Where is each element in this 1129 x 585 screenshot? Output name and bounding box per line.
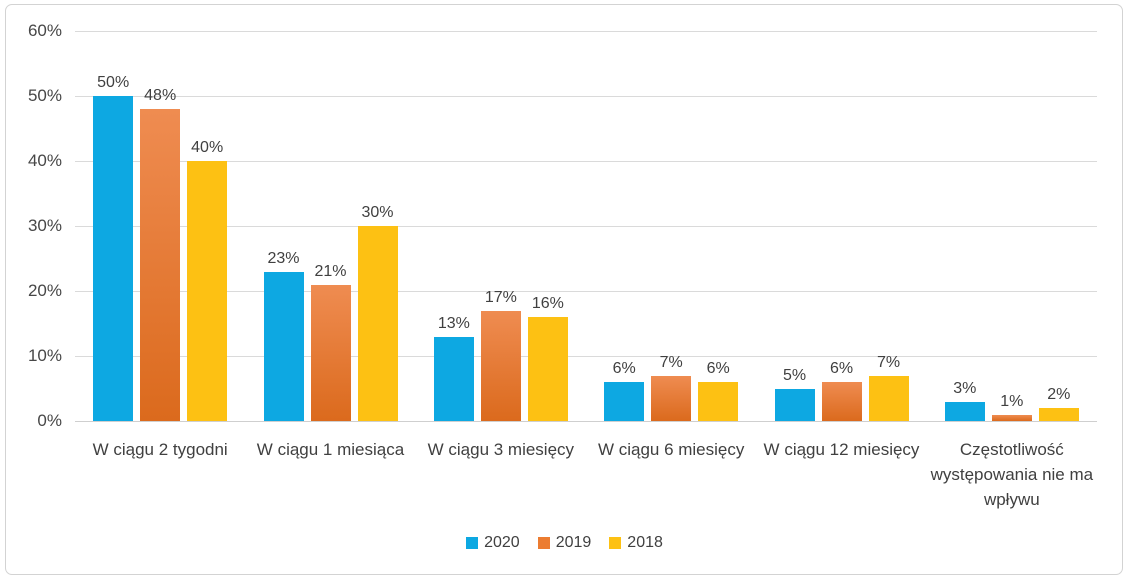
bar-value-label: 17% [484,288,517,306]
y-axis-tick-label: 20% [27,281,62,300]
bar-value-label: 30% [361,204,394,221]
bar-2020 [944,401,985,421]
legend-label: 2018 [627,534,663,551]
y-axis-tick-label: 50% [27,86,62,105]
bar-value-label: 7% [876,353,901,371]
bar-2018 [1038,408,1079,421]
gridline [75,356,1097,357]
bar-value-label: 6% [706,360,730,377]
bar-value-label: 5% [782,366,807,384]
gridline [75,291,1097,292]
bar-value-label: 21% [314,262,347,280]
legend-label: 2019 [555,534,592,551]
gridline [75,31,1097,32]
y-axis-tick-label: 60% [27,21,62,40]
bar-2019 [651,375,692,421]
bar-value-label: 40% [191,139,224,156]
bar-value-label: 23% [267,249,300,267]
legend: 2020 2019 2018 [0,533,1129,553]
bar-2020 [93,96,134,421]
gridline [75,226,1097,227]
bar-2019 [310,284,351,421]
bar-value-label: 6% [612,360,636,377]
bar-value-label: 16% [531,295,564,312]
y-axis-tick-label: 10% [27,346,62,365]
bar-2018 [868,375,909,421]
bar-2020 [774,388,815,421]
bar-2020 [433,336,474,421]
x-axis-category-label: W ciągu 2 tygodni [92,440,228,459]
gridline [75,96,1097,97]
bar-value-label: 3% [953,379,977,397]
bar-value-label: 7% [659,353,683,371]
bar-value-label: 6% [829,360,854,377]
bar-value-label: 50% [97,74,130,91]
y-axis-tick-label: 0% [37,411,62,430]
x-axis-line [75,421,1097,422]
bar-2018 [698,382,739,421]
bar-2019 [821,382,862,421]
legend-item: 2020 [466,533,520,553]
legend-swatch-icon [537,537,550,549]
legend-label: 2020 [484,534,520,551]
legend-swatch-icon [609,537,622,549]
bar-value-label: 48% [144,87,177,104]
x-axis-category-label: W ciągu 6 miesięcy [597,440,745,459]
bar-value-label: 13% [437,314,470,332]
x-axis-category-label: Częstotliwość występowania nie ma wpływu [930,440,1094,509]
bar-2019 [140,109,181,421]
gridline [75,161,1097,162]
bar-2018 [357,226,398,421]
x-axis-category-label: W ciągu 1 miesiąca [256,440,405,459]
y-axis-tick-label: 30% [27,216,62,235]
x-axis-category-label: W ciągu 12 miesięcy [763,440,920,459]
bar-2018 [527,317,568,421]
legend-item: 2018 [609,533,663,553]
legend-item: 2019 [537,533,592,553]
bar-2020 [604,382,645,421]
bar-2019 [991,414,1032,421]
legend-swatch-icon [466,537,479,549]
bar-value-label: 1% [1000,392,1024,410]
bar-value-label: 2% [1047,386,1071,403]
y-axis-tick-label: 40% [27,151,62,170]
bar-2018 [187,161,228,421]
x-axis-category-label: W ciągu 3 miesięcy [427,440,575,459]
bar-2020 [263,271,304,421]
bar-2019 [480,310,521,421]
